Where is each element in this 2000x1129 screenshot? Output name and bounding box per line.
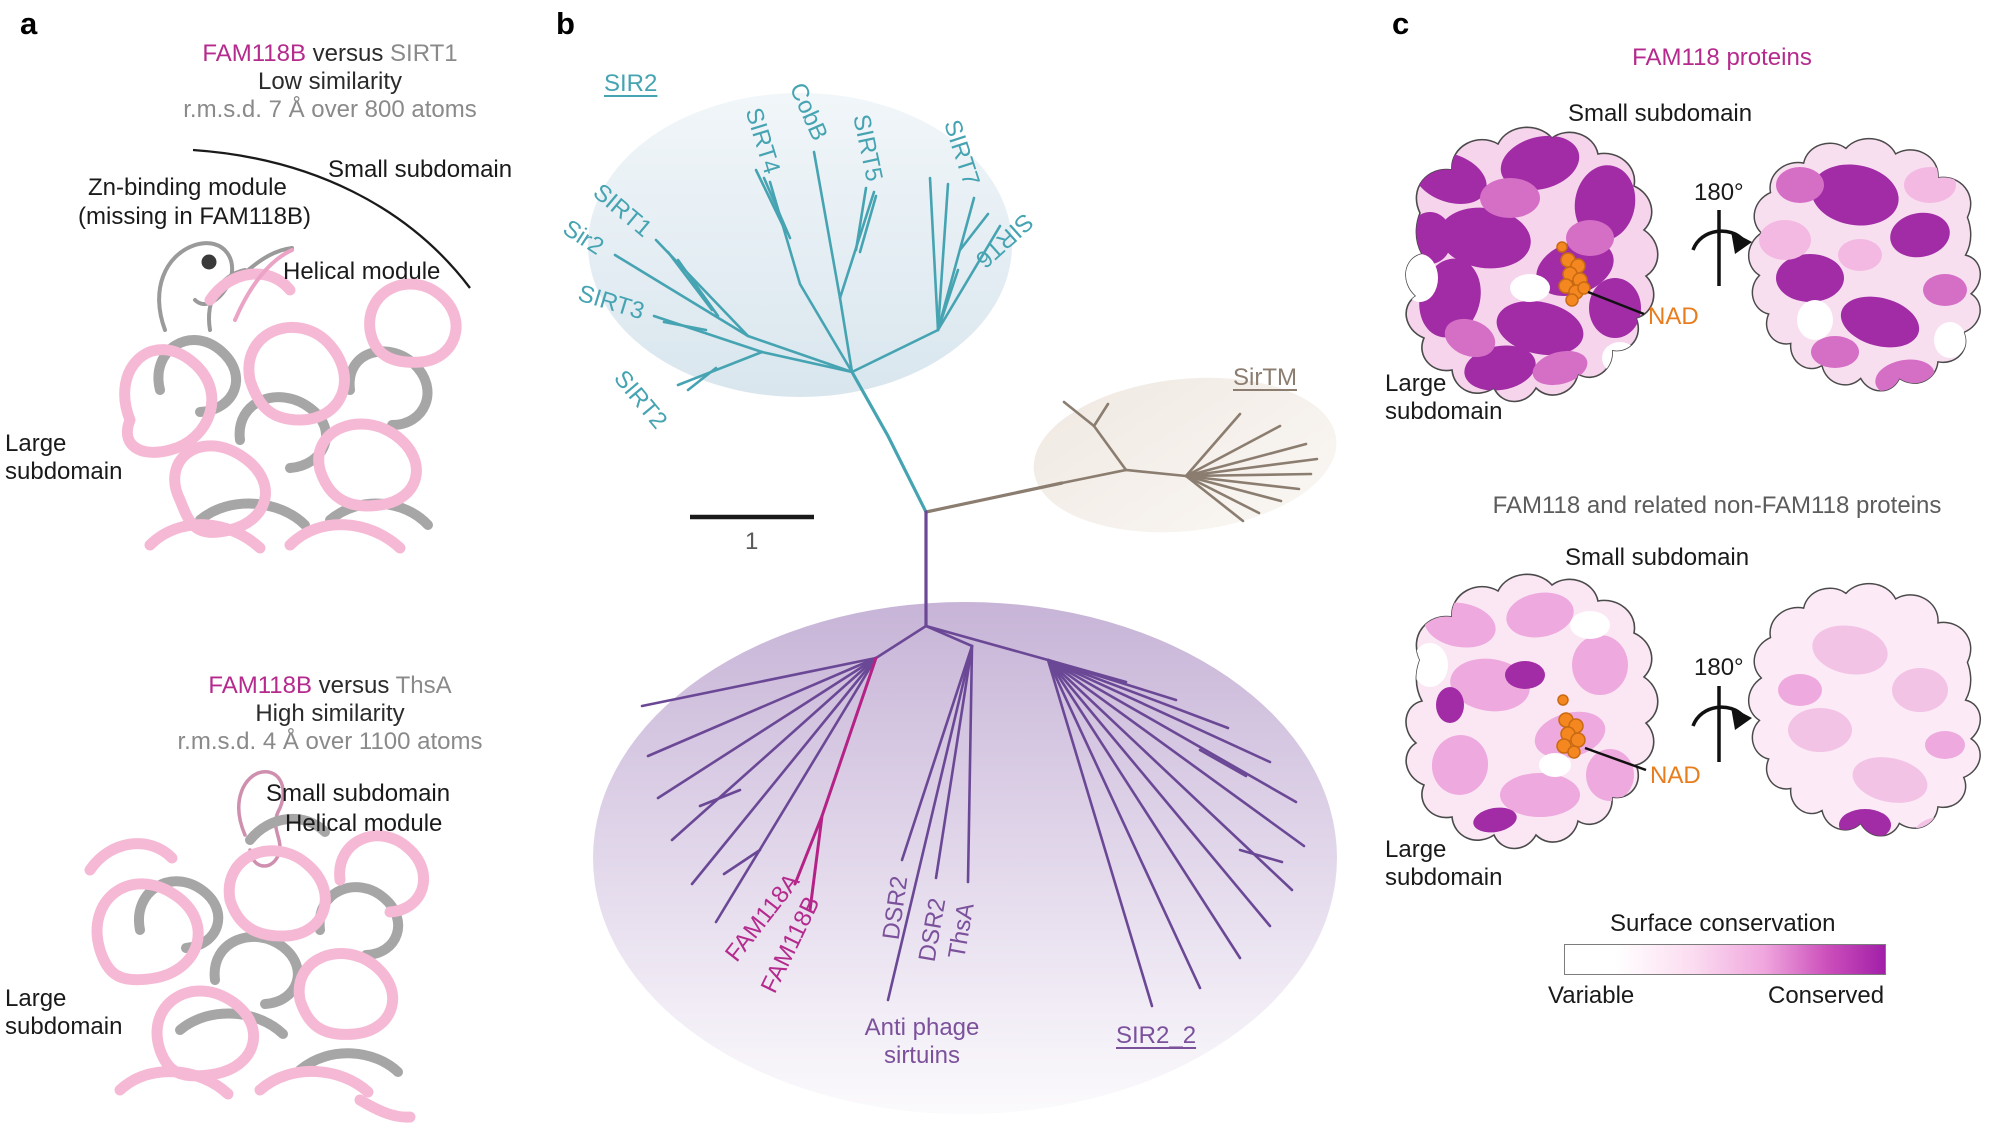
comparison1-versus: versus bbox=[312, 40, 384, 67]
panel-a-letter: a bbox=[20, 6, 38, 41]
surface-fam118-front bbox=[1405, 126, 1659, 403]
related-proteins-title: FAM118 and related non-FAM118 proteins bbox=[1492, 492, 1942, 519]
surface-fam118-back bbox=[1747, 137, 1982, 392]
surface-related-front bbox=[1405, 573, 1659, 850]
comparison2-rmsd: r.m.s.d. 4 Å over 1100 atoms bbox=[177, 728, 483, 755]
small-subdomain-label-c2: Small subdomain bbox=[1565, 544, 1750, 571]
small-subdomain-label-a2: Small subdomain bbox=[266, 780, 451, 807]
small-subdomain-label-a1: Small subdomain bbox=[328, 156, 513, 183]
clade-label-sir2-2: SIR2_2 bbox=[1116, 1022, 1197, 1049]
structure-fam118b-vs-sirt1 bbox=[119, 241, 462, 554]
comparison2-target: ThsA bbox=[395, 672, 452, 699]
panel-a-annotation-arc bbox=[192, 148, 471, 289]
sir2-2-clade-branches bbox=[640, 510, 1306, 1008]
panel-c-letter: c bbox=[1392, 6, 1410, 41]
large-subdomain-label-c2: Large subdomain bbox=[1385, 836, 1503, 891]
comparison1-target: SIRT1 bbox=[390, 40, 458, 67]
sir2-2-clade-ellipse bbox=[593, 602, 1337, 1114]
nad-leader-bottom bbox=[1584, 746, 1647, 772]
clade-label-sirtm: SirTM bbox=[1233, 364, 1297, 391]
large-subdomain-label-a1: Large subdomain bbox=[5, 430, 123, 485]
comparison1-similarity: Low similarity bbox=[257, 68, 403, 95]
comparison2-subject: FAM118B bbox=[208, 672, 312, 699]
panel-b-letter: b bbox=[556, 6, 575, 41]
sir2-clade-ellipse bbox=[588, 93, 1012, 397]
nad-spheres-top bbox=[1556, 241, 1591, 307]
structure-fam118b-vs-thsa bbox=[84, 770, 430, 1123]
comparison2-versus: versus bbox=[318, 672, 390, 699]
comparison2-similarity: High similarity bbox=[255, 700, 405, 727]
conservation-gradient-bar bbox=[1564, 944, 1886, 975]
sirtm-clade-ellipse bbox=[1033, 377, 1337, 533]
comparison1-subject: FAM118B bbox=[202, 40, 306, 67]
nad-spheres-bottom bbox=[1556, 694, 1586, 759]
comparison1-title: FAM118B versus SIRT1 bbox=[130, 40, 530, 68]
clade-label-sir2: SIR2 bbox=[604, 70, 658, 97]
nad-label-c1: NAD bbox=[1648, 303, 1699, 330]
zn-module-note: (missing in FAM118B) bbox=[78, 203, 311, 230]
nad-label-c2: NAD bbox=[1650, 762, 1701, 789]
fam118-branch bbox=[793, 656, 878, 912]
sirtm-clade-branches bbox=[924, 400, 1319, 523]
scale-bar-value: 1 bbox=[745, 528, 759, 555]
anti-phage-sirtuins-label: Anti phage sirtuins bbox=[864, 1014, 980, 1069]
rotate-180-icon-bottom bbox=[1691, 684, 1754, 764]
zn-atom-sphere bbox=[201, 254, 217, 270]
comparison1-rmsd: r.m.s.d. 7 Å over 800 atoms bbox=[183, 96, 477, 123]
helical-module-label-a2: Helical module bbox=[285, 810, 443, 837]
surface-related-back bbox=[1747, 582, 1982, 837]
legend-conserved-label: Conserved bbox=[1768, 982, 1885, 1009]
comparison2-title: FAM118B versus ThsA bbox=[130, 672, 530, 700]
nad-leader-top bbox=[1587, 290, 1645, 316]
rotate-180-icon-top bbox=[1691, 208, 1754, 288]
legend-title: Surface conservation bbox=[1610, 910, 1836, 937]
large-subdomain-label-a2: Large subdomain bbox=[5, 985, 123, 1040]
fam118-proteins-title: FAM118 proteins bbox=[1632, 44, 1812, 71]
legend-variable-label: Variable bbox=[1548, 982, 1635, 1009]
rotation-label-c1: 180° bbox=[1694, 179, 1744, 206]
small-subdomain-label-c1: Small subdomain bbox=[1568, 100, 1753, 127]
sir2-clade-branches bbox=[613, 150, 1002, 514]
helical-module-label-a1: Helical module bbox=[283, 258, 441, 285]
rotation-label-c2: 180° bbox=[1694, 654, 1744, 681]
large-subdomain-label-c1: Large subdomain bbox=[1385, 370, 1503, 425]
phylogenetic-tree bbox=[588, 93, 1337, 1114]
zn-module-label: Zn-binding module bbox=[88, 174, 287, 201]
